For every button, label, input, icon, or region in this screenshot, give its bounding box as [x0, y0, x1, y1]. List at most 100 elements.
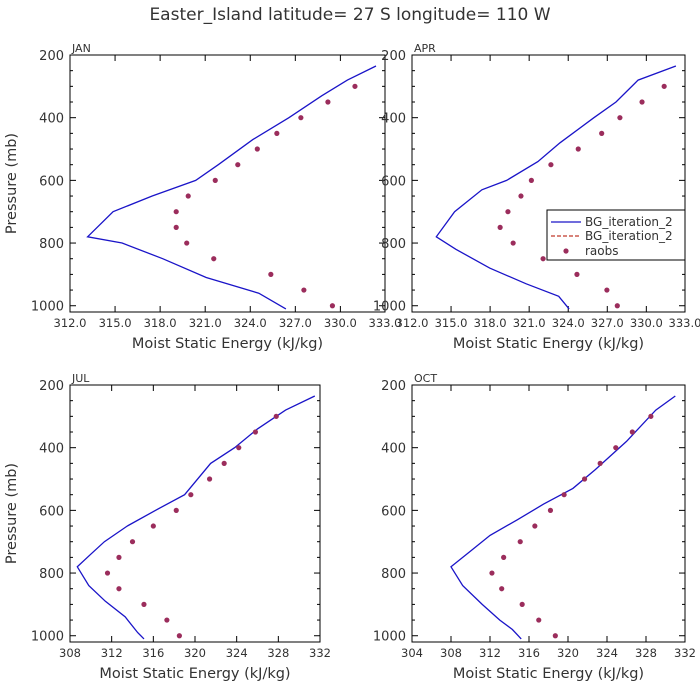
raobs-point [206, 476, 213, 482]
x-tick-label: 324 [226, 646, 248, 660]
y-tick-label: 800 [39, 567, 64, 582]
x-axis-label: Moist Static Energy (kJ/kg) [132, 336, 323, 352]
x-tick-label: 328 [267, 646, 289, 660]
raobs-point [614, 303, 620, 309]
x-tick-label: 333.0 [369, 316, 402, 330]
y-tick-label: 600 [39, 174, 64, 189]
raobs-point [639, 99, 645, 105]
raobs-point [581, 476, 588, 482]
raobs-point [235, 162, 241, 168]
raobs-point [501, 554, 507, 560]
plot-frame [69, 54, 386, 313]
series-line-bg-iteration-2 [435, 65, 677, 310]
raobs-point [212, 177, 218, 183]
raobs-point [104, 570, 111, 576]
raobs-point [274, 130, 280, 136]
raobs-point [185, 193, 191, 199]
x-tick-label: 321.0 [513, 316, 546, 330]
raobs-point [164, 617, 170, 623]
y-tick-label: 600 [39, 504, 64, 519]
legend-entry: raobs [585, 244, 619, 258]
y-axis-label: Pressure (mb) [4, 133, 20, 234]
raobs-point [661, 83, 667, 89]
raobs-point [329, 303, 336, 309]
panel-jul: JUL 308 312 316 320 324 328 332 200 400 600 800 1000… [4, 372, 331, 682]
raobs-point [552, 633, 558, 639]
figure-title: Easter_Island latitude= 27 S longitude= … [149, 5, 550, 25]
legend-entry: BG_iteration_2 [585, 229, 673, 243]
panel-label: JUL [71, 372, 90, 385]
panel-jan: JAN 312.0 315.0 318.0 321.0 324.0 327.0 330.0 33… [4, 42, 401, 352]
raobs-point [561, 492, 567, 498]
raobs-point [499, 586, 505, 592]
raobs-point [648, 413, 654, 419]
y-tick-label: 200 [39, 379, 64, 394]
y-tick-label: 1000 [31, 300, 64, 315]
x-tick-label: 316 [518, 646, 540, 660]
y-tick-label: 400 [381, 442, 406, 457]
x-tick-label: 328 [635, 646, 657, 660]
raobs-point [116, 586, 122, 592]
raobs-point [236, 445, 242, 451]
raobs-point [252, 429, 259, 435]
raobs-point [489, 570, 495, 576]
y-tick-label: 200 [39, 49, 64, 64]
raobs-point [518, 193, 524, 199]
x-tick-label: 321.0 [189, 316, 222, 330]
raobs-point [352, 83, 358, 89]
panels: JAN 312.0 315.0 318.0 321.0 324.0 327.0 330.0 33… [4, 42, 700, 682]
raobs-point [273, 413, 279, 419]
raobs-point [173, 209, 179, 215]
y-tick-label: 200 [381, 379, 406, 394]
panel-label: APR [414, 42, 436, 55]
raobs-point [176, 633, 182, 639]
y-tick-label: 400 [39, 112, 64, 127]
raobs-point [510, 240, 516, 246]
raobs-point [141, 601, 147, 607]
raobs-point [574, 271, 580, 277]
x-tick-label: 320 [557, 646, 579, 660]
x-tick-label: 315.0 [435, 316, 468, 330]
raobs-point [528, 177, 534, 183]
raobs-point [497, 224, 503, 230]
y-tick-label: 1000 [31, 630, 64, 645]
x-tick-label: 304 [401, 646, 423, 660]
raobs-point [301, 287, 307, 293]
x-tick-label: 330.0 [630, 316, 663, 330]
raobs-point [536, 617, 542, 623]
raobs-point [188, 492, 194, 498]
x-tick-label: 318.0 [144, 316, 177, 330]
x-tick-label: 330.0 [324, 316, 357, 330]
y-tick-label: 600 [381, 174, 406, 189]
y-tick-label: 800 [381, 237, 406, 252]
panel-apr: APR 312.0 315.0 318.0 321.0 324.0 327.0 330.0 33… [373, 42, 700, 352]
panel-label: JAN [71, 42, 91, 55]
raobs-point [129, 539, 136, 545]
series-line-bg-iteration-2 [450, 395, 676, 640]
x-axis-label: Moist Static Energy (kJ/kg) [453, 336, 644, 352]
x-tick-label: 315.0 [99, 316, 132, 330]
y-tick-label: 400 [381, 112, 406, 127]
raobs-point [173, 224, 179, 230]
raobs-point [575, 146, 581, 152]
raobs-point [613, 445, 619, 451]
legend-box [546, 209, 686, 261]
x-tick-label: 316 [142, 646, 164, 660]
y-axis-label: Pressure (mb) [4, 463, 20, 564]
x-tick-label: 308 [440, 646, 462, 660]
legend-entry: BG_iteration_2 [585, 215, 673, 229]
x-tick-label: 324.0 [552, 316, 585, 330]
raobs-point [599, 130, 605, 136]
y-tick-label: 400 [39, 442, 64, 457]
x-tick-label: 324 [596, 646, 618, 660]
x-tick-label: 332 [674, 646, 696, 660]
x-axis-label: Moist Static Energy (kJ/kg) [99, 666, 290, 682]
y-tick-label: 800 [381, 567, 406, 582]
x-axis-label: Moist Static Energy (kJ/kg) [453, 666, 644, 682]
series-line-bg-iteration-2 [86, 65, 377, 310]
y-tick-label: 800 [39, 237, 64, 252]
x-tick-label: 327.0 [279, 316, 312, 330]
y-tick-label: 1000 [373, 300, 406, 315]
